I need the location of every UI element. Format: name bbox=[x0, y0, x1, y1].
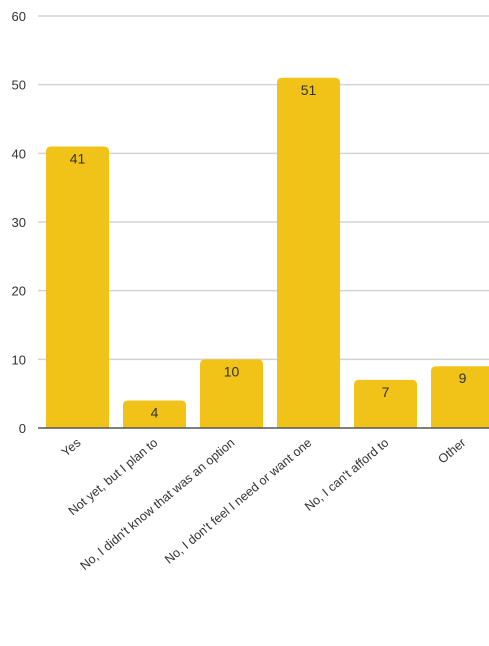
bar bbox=[354, 379, 417, 428]
data-labels: 41 4 10 51 7 9 bbox=[70, 82, 467, 421]
bar bbox=[277, 77, 340, 429]
x-tick-label: Yes bbox=[59, 436, 84, 460]
bar bbox=[123, 400, 186, 428]
data-label: 51 bbox=[301, 82, 317, 98]
x-tick-label: No, I didn't know that was an option bbox=[78, 436, 238, 573]
data-label: 41 bbox=[70, 150, 86, 166]
gridlines bbox=[38, 15, 489, 361]
y-tick-label: 30 bbox=[12, 215, 26, 230]
x-tick-label: No, I don't feel I need or want one bbox=[162, 436, 314, 567]
y-tick-label: 10 bbox=[12, 352, 26, 367]
data-label: 9 bbox=[459, 370, 467, 386]
bar bbox=[200, 359, 263, 428]
data-label: 7 bbox=[382, 384, 390, 400]
bar bbox=[46, 146, 109, 428]
bars bbox=[46, 77, 489, 429]
x-tick-label: No, I can't afford to bbox=[302, 436, 391, 514]
y-tick-label: 20 bbox=[12, 284, 26, 299]
y-tick-label: 40 bbox=[12, 146, 26, 161]
y-tick-label: 0 bbox=[19, 421, 26, 436]
y-axis-tick-labels: 0 10 20 30 40 50 60 bbox=[12, 9, 26, 436]
y-tick-label: 60 bbox=[12, 9, 26, 24]
bar bbox=[431, 366, 489, 428]
x-tick-label: Other bbox=[435, 436, 468, 467]
data-label: 4 bbox=[151, 405, 159, 421]
data-label: 10 bbox=[224, 363, 240, 379]
y-tick-label: 50 bbox=[12, 78, 26, 93]
